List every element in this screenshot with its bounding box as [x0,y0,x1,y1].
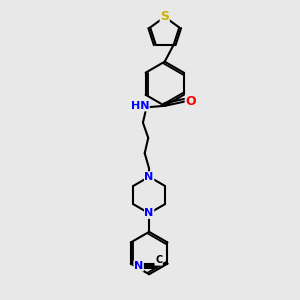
Text: O: O [185,95,196,108]
Text: N: N [134,261,143,271]
Text: S: S [160,11,169,23]
Text: N: N [145,208,154,218]
Text: N: N [145,172,154,182]
Text: HN: HN [131,101,149,111]
Text: C: C [155,255,162,265]
